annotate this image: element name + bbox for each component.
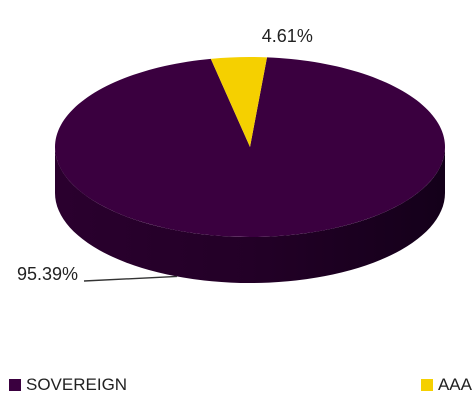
- pie-slice-sovereign[interactable]: [54, 57, 445, 238]
- legend-item-aaa[interactable]: AAA: [420, 375, 472, 394]
- pie-side-wall: [55, 147, 445, 283]
- data-label-sovereign: 95.39%: [17, 264, 78, 284]
- legend-swatch-aaa: [420, 378, 433, 391]
- pie-leader-lines: [83, 275, 177, 282]
- leader-line-sovereign: [83, 275, 177, 282]
- legend-item-sovereign[interactable]: SOVEREIGN: [9, 376, 127, 393]
- data-label-aaa: 4.61%: [262, 26, 313, 46]
- pie-side: [55, 147, 445, 283]
- legend-label-aaa: AAA: [437, 375, 472, 394]
- pie-data-labels: 4.61% 95.39%: [17, 26, 313, 284]
- pie-top: [54, 57, 445, 238]
- legend-label-sovereign: SOVEREIGN: [26, 375, 128, 394]
- legend: SOVEREIGN AAA: [0, 376, 472, 393]
- pie-slice-aaa[interactable]: [210, 57, 267, 148]
- legend-swatch-sovereign: [9, 378, 21, 391]
